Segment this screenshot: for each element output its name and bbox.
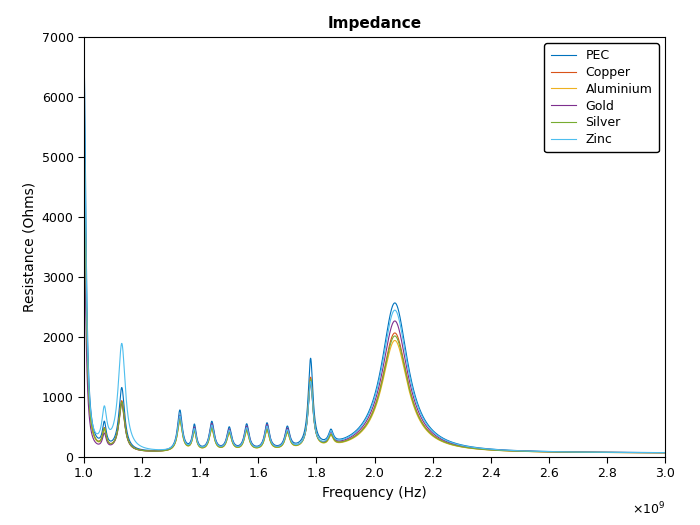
Copper (513, 448, 522, 454)
Copper (186, 442, 194, 448)
Silver (458, 444, 466, 450)
Silver (186, 442, 194, 448)
Aluminium (186, 443, 194, 449)
Gold (186, 441, 194, 447)
Silver (513, 448, 522, 454)
Line: PEC: PEC (84, 62, 665, 453)
Aluminium (458, 444, 466, 450)
Gold (557, 449, 566, 455)
Gold (513, 448, 522, 454)
Line: Gold: Gold (84, 236, 665, 453)
Copper (428, 432, 437, 438)
Copper (458, 444, 466, 450)
PEC (186, 440, 194, 446)
Zinc (661, 449, 669, 456)
Title: Impedance: Impedance (328, 16, 421, 32)
PEC (458, 442, 466, 448)
Zinc (557, 449, 566, 455)
Copper (80, 137, 88, 143)
Text: $\times10^9$: $\times10^9$ (631, 501, 665, 518)
PEC (557, 448, 566, 455)
Line: Copper: Copper (84, 140, 665, 453)
Silver (661, 449, 669, 456)
Copper (557, 449, 566, 455)
PEC (302, 419, 310, 425)
Aluminium (428, 433, 437, 439)
Copper (302, 425, 310, 432)
Copper (661, 449, 669, 456)
PEC (428, 427, 437, 433)
Gold (428, 429, 437, 436)
Aluminium (661, 449, 669, 456)
Zinc (513, 447, 522, 454)
Gold (661, 449, 669, 456)
Y-axis label: Resistance (Ohms): Resistance (Ohms) (22, 182, 36, 312)
PEC (513, 447, 522, 454)
Gold (458, 443, 466, 449)
Zinc (428, 428, 437, 434)
Aluminium (557, 449, 566, 455)
Zinc (186, 441, 194, 447)
Silver (80, 145, 88, 151)
Line: Zinc: Zinc (84, 102, 665, 453)
Aluminium (513, 448, 522, 454)
Gold (80, 233, 88, 239)
PEC (661, 449, 669, 456)
Legend: PEC, Copper, Aluminium, Gold, Silver, Zinc: PEC, Copper, Aluminium, Gold, Silver, Zi… (545, 43, 659, 152)
Zinc (302, 426, 310, 432)
Zinc (80, 99, 88, 106)
PEC (80, 59, 88, 65)
Silver (302, 426, 310, 432)
Gold (302, 426, 310, 433)
Aluminium (80, 156, 88, 163)
Silver (428, 432, 437, 438)
X-axis label: Frequency (Hz): Frequency (Hz) (322, 486, 427, 500)
Zinc (458, 442, 466, 448)
Aluminium (302, 427, 310, 433)
Line: Aluminium: Aluminium (84, 160, 665, 453)
Silver (557, 449, 566, 455)
Line: Silver: Silver (84, 148, 665, 453)
